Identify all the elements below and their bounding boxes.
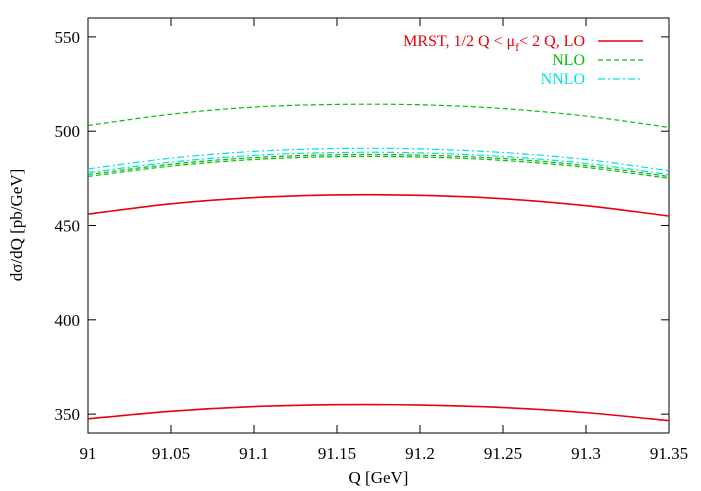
x-tick-label: 91 [80,444,97,463]
series-2-curve-1 [87,103,670,129]
y-tick-label: 550 [55,28,81,47]
x-tick-label: 91.3 [571,444,601,463]
y-tick-label: 450 [55,217,81,236]
series-curves [87,103,670,422]
series-1-curve-1 [87,193,670,217]
x-tick-label: 91.25 [484,444,522,463]
x-tick-label: 91.15 [318,444,356,463]
series-2-curve-2 [87,153,670,178]
axis-ticks: 91 91.05 91.1 91.15 91.2 91.25 91.3 91.35 350 400… [55,18,688,463]
x-tick-label: 91.05 [152,444,190,463]
series-1-curve-2 [87,403,670,422]
legend-label-3: NNLO [541,71,585,88]
x-tick-label: 91.1 [239,444,269,463]
legend-label-2: NLO [552,52,585,69]
x-tick-label: 91.35 [650,444,688,463]
y-axis-label: dσ/dQ [pb/GeV] [7,169,26,282]
series-2-curve-3 [87,155,670,179]
legend-label-1: MRST, 1/2 Q < μf< 2 Q, LO [403,33,585,54]
x-tick-label: 91.2 [405,444,435,463]
series-3-curve-1 [87,147,670,172]
x-axis-label: Q [GeV] [349,468,409,487]
y-tick-label: 500 [55,122,81,141]
y-tick-label: 400 [55,311,81,330]
y-tick-label: 350 [55,405,81,424]
series-3-curve-2 [87,151,670,176]
